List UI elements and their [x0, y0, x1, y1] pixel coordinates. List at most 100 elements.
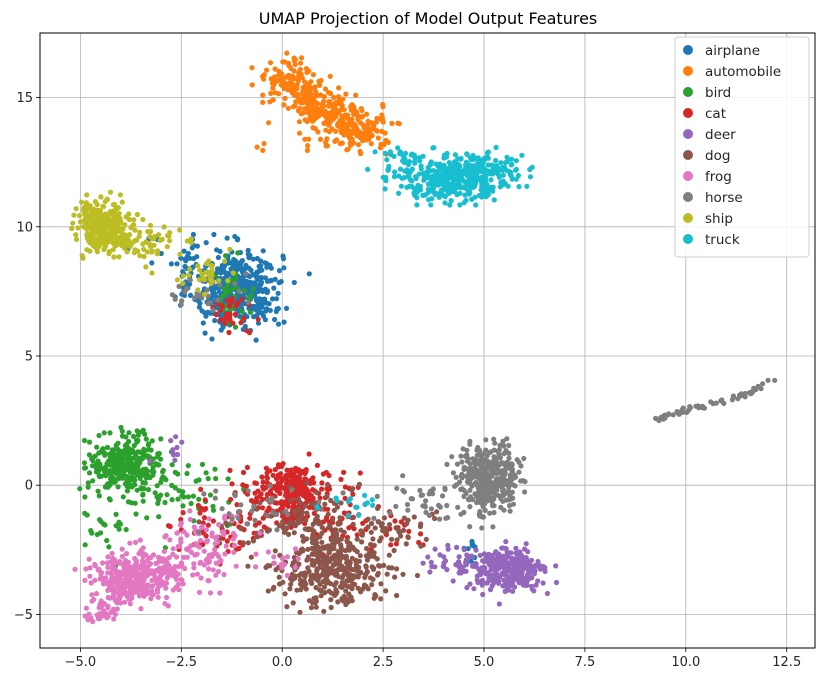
point-bird — [98, 518, 104, 525]
point-dog — [369, 520, 375, 527]
point-horse — [500, 492, 506, 498]
point-ship — [159, 236, 165, 242]
point-dog — [329, 517, 335, 523]
point-horse — [316, 499, 322, 505]
point-horse — [232, 491, 238, 497]
point-ship — [143, 264, 149, 270]
point-airplane — [253, 337, 259, 343]
point-truck — [411, 190, 417, 196]
point-airplane — [240, 301, 246, 307]
point-automobile — [297, 130, 303, 136]
point-deer — [425, 554, 431, 560]
point-frog — [132, 573, 138, 579]
point-horse — [442, 485, 448, 491]
point-dog — [337, 520, 343, 527]
point-bird — [98, 530, 104, 536]
point-bird — [207, 492, 213, 498]
point-frog — [218, 558, 224, 564]
point-airplane — [245, 251, 251, 257]
point-cat — [255, 316, 261, 322]
point-horse — [518, 478, 524, 484]
point-ship — [75, 225, 81, 231]
point-automobile — [310, 72, 317, 78]
point-ship — [107, 228, 113, 234]
point-horse — [458, 486, 464, 492]
point-ship — [90, 220, 96, 226]
point-horse — [676, 411, 682, 417]
point-automobile — [296, 119, 302, 125]
point-horse — [444, 502, 450, 509]
point-cat — [264, 491, 270, 498]
point-dog — [405, 534, 411, 540]
point-horse — [475, 444, 481, 451]
point-frog — [174, 554, 180, 560]
point-truck — [489, 162, 495, 168]
point-frog — [204, 538, 210, 544]
point-deer — [518, 571, 524, 577]
point-deer — [483, 554, 489, 560]
point-horse — [437, 504, 443, 510]
point-truck — [399, 175, 405, 181]
point-cat — [303, 476, 309, 482]
point-dog — [322, 501, 328, 507]
point-dog — [346, 591, 352, 597]
point-ship — [128, 225, 134, 231]
point-bird — [124, 451, 130, 457]
point-deer — [540, 580, 546, 586]
point-horse — [470, 456, 476, 462]
point-ship — [216, 277, 222, 284]
point-dog — [304, 557, 310, 563]
point-airplane — [250, 280, 256, 286]
point-cat — [283, 473, 289, 479]
point-dog — [349, 487, 355, 493]
point-airplane — [469, 542, 475, 548]
point-horse — [245, 521, 251, 527]
point-horse — [467, 487, 473, 493]
point-horse — [507, 461, 513, 467]
point-truck — [392, 169, 398, 175]
point-deer — [467, 581, 473, 587]
point-dog — [322, 590, 328, 596]
point-ship — [89, 233, 95, 239]
point-bird — [115, 440, 121, 446]
point-ship — [107, 189, 114, 195]
point-frog — [144, 558, 150, 564]
point-horse — [453, 474, 459, 480]
point-ship — [73, 232, 79, 238]
point-automobile — [295, 92, 301, 98]
point-cat — [264, 480, 270, 486]
point-horse — [461, 493, 467, 499]
point-dog — [362, 574, 368, 581]
point-deer — [481, 559, 487, 565]
point-cat — [224, 297, 231, 303]
point-horse — [729, 397, 736, 403]
point-automobile — [330, 113, 336, 119]
point-dog — [317, 581, 323, 587]
point-automobile — [287, 73, 293, 79]
point-truck — [384, 157, 390, 163]
point-automobile — [339, 113, 345, 119]
point-automobile — [331, 94, 337, 101]
point-automobile — [272, 74, 278, 80]
point-dog — [411, 514, 417, 520]
point-ship — [195, 287, 201, 293]
point-frog — [83, 566, 89, 572]
point-deer — [498, 554, 504, 560]
point-cat — [256, 520, 262, 526]
point-dog — [309, 573, 315, 580]
point-cat — [259, 474, 265, 480]
point-dog — [292, 523, 299, 529]
point-frog — [88, 580, 94, 586]
point-ship — [98, 235, 105, 241]
point-frog — [196, 589, 203, 596]
point-frog — [292, 564, 298, 571]
point-automobile — [313, 115, 320, 121]
point-horse — [719, 397, 725, 403]
point-bird — [86, 452, 92, 458]
point-airplane — [281, 265, 287, 271]
point-dog — [394, 566, 400, 572]
point-deer — [503, 539, 509, 545]
point-cat — [319, 486, 325, 492]
